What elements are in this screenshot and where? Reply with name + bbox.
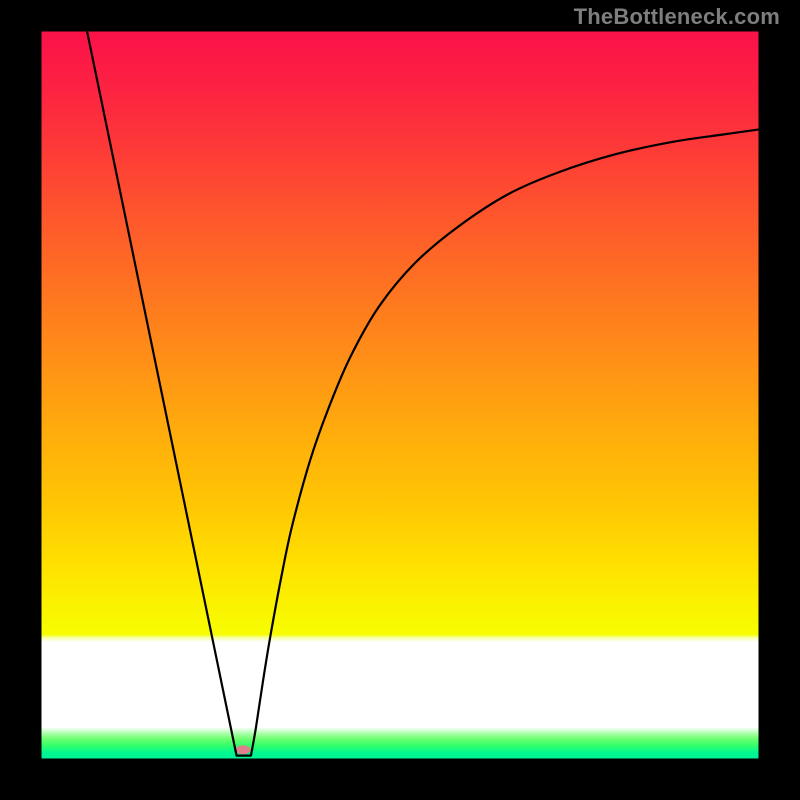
- chart-wrapper: TheBottleneck.com: [0, 0, 800, 800]
- curve-minimum-marker: [236, 745, 251, 754]
- gradient-plot-area: [40, 30, 760, 760]
- bottleneck-chart-svg: [0, 0, 800, 800]
- watermark-text: TheBottleneck.com: [574, 4, 780, 30]
